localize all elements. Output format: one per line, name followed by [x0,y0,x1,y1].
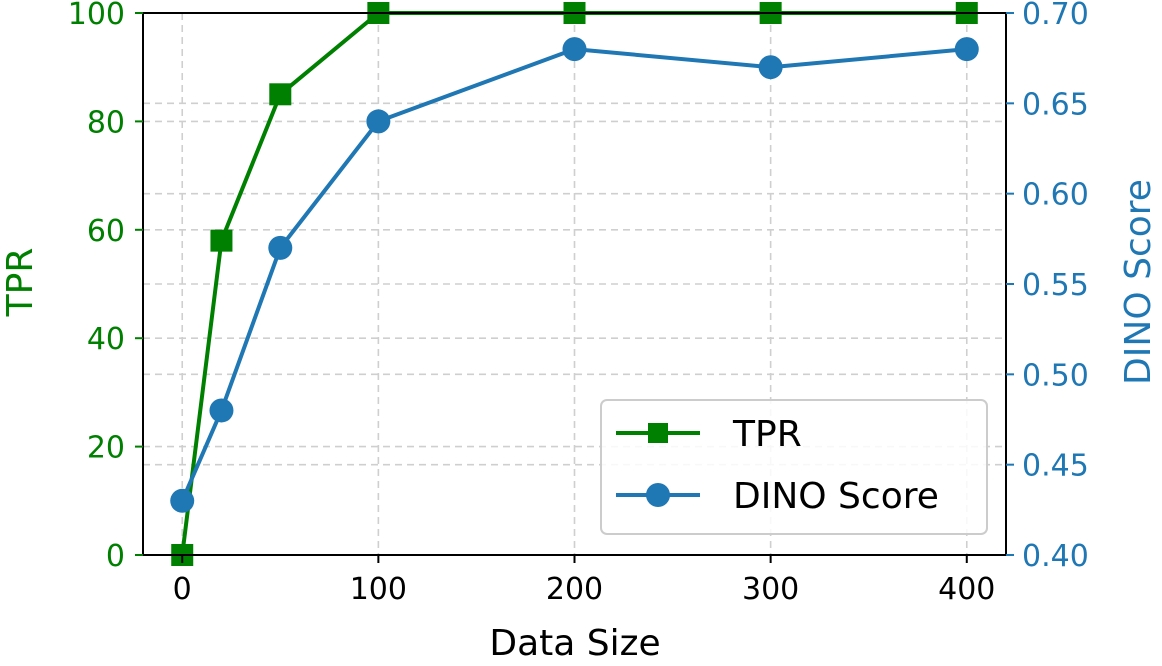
legend-marker-tpr [648,423,668,443]
data-point-tpr [210,229,233,252]
data-point-dino-score [562,37,587,62]
data-point-dino-score [170,488,195,513]
x-tick-label: 100 [350,572,407,607]
legend-label-tpr: TPR [732,414,802,455]
y-right-tick-label: 0.65 [1022,87,1089,122]
y-left-tick-label: 80 [87,105,125,140]
data-point-dino-score [209,398,234,423]
data-point-tpr [269,83,292,106]
ticks-layer: 0 100 200 300 400 0 20 40 60 80 100 0.40 0.45 0.50 0.5… [68,0,1089,607]
data-point-dino-score [268,235,293,260]
grid [143,12,1006,556]
x-tick-label: 0 [173,572,192,607]
y-left-tick-label: 40 [87,322,125,357]
y-right-tick-label: 0.55 [1022,268,1089,303]
x-tick-label: 300 [742,572,799,607]
y-axis-right-label: DINO Score [1118,179,1159,385]
x-tick-label: 200 [546,572,603,607]
y-right-tick-label: 0.40 [1022,539,1089,574]
y-left-tick-label: 0 [106,539,125,574]
y-left-tick-label: 20 [87,431,125,466]
y-left-tick-label: 60 [87,214,125,249]
x-axis-label: Data Size [489,623,660,664]
legend-marker-dino-score [646,483,670,507]
x-tick-label: 400 [938,572,995,607]
y-right-tick-label: 0.50 [1022,358,1089,393]
y-right-tick-label: 0.70 [1022,0,1089,32]
y-axis-left-label: TPR [0,248,41,318]
legend-label-dino-score: DINO Score [733,476,939,517]
data-point-dino-score [954,37,979,62]
y-left-tick-label: 100 [68,0,125,32]
y-right-tick-label: 0.60 [1022,178,1089,213]
data-point-dino-score [758,55,783,80]
y-right-tick-label: 0.45 [1022,449,1089,484]
data-point-dino-score [366,109,391,134]
legend: TPR DINO Score [600,399,988,535]
